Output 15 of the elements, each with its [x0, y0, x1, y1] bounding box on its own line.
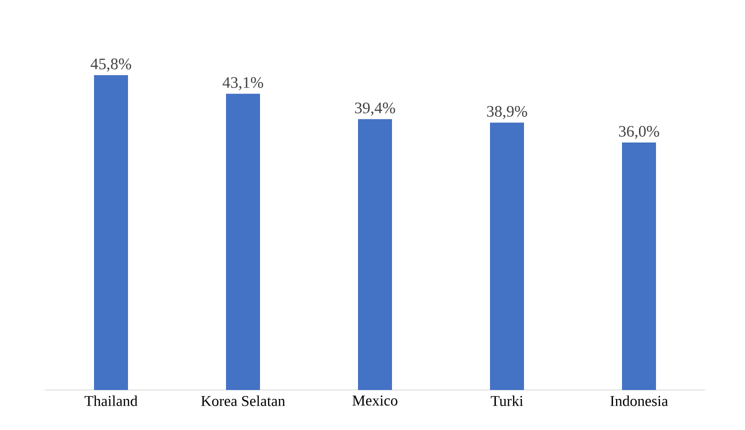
x-tick-label: Mexico — [352, 396, 398, 406]
bar — [490, 122, 524, 390]
data-label: 39,4% — [355, 102, 396, 116]
x-tick-label: Thailand — [84, 396, 138, 406]
bar — [358, 119, 392, 390]
bar — [226, 94, 260, 390]
x-tick-label: Korea Selatan — [201, 396, 286, 406]
bar — [622, 142, 656, 390]
data-label: 36,0% — [619, 126, 660, 140]
x-tick-label: Turki — [490, 396, 524, 406]
bar — [94, 75, 128, 390]
data-label: 45,8% — [90, 58, 132, 72]
data-label: 38,9% — [487, 106, 528, 120]
x-tick-label: Indonesia — [610, 396, 668, 406]
data-label: 43,1% — [222, 77, 264, 90]
